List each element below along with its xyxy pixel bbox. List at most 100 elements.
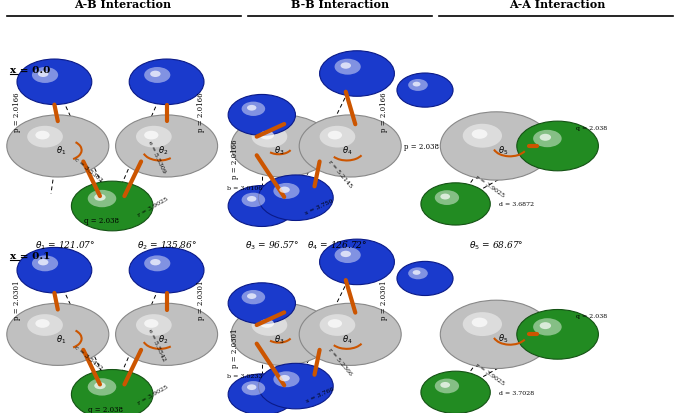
Text: q = 2.038: q = 2.038 — [84, 217, 120, 225]
Circle shape — [228, 283, 296, 324]
Circle shape — [136, 126, 171, 148]
Circle shape — [279, 187, 290, 193]
Text: e = 5.5542: e = 5.5542 — [147, 328, 166, 362]
Text: p = 2.0301: p = 2.0301 — [380, 280, 388, 319]
Circle shape — [260, 131, 274, 140]
Circle shape — [150, 259, 160, 266]
Circle shape — [247, 294, 256, 299]
Text: $\theta_3$: $\theta_3$ — [273, 145, 284, 157]
Text: p = 2.0301: p = 2.0301 — [13, 280, 21, 319]
Circle shape — [17, 60, 92, 105]
Circle shape — [320, 240, 394, 285]
Text: $\boldsymbol{\theta_2}$ = 135.86°: $\boldsymbol{\theta_2}$ = 135.86° — [137, 239, 197, 251]
Circle shape — [435, 379, 459, 394]
Circle shape — [328, 319, 342, 328]
Text: $\theta_4$: $\theta_4$ — [341, 145, 352, 157]
Text: r = 5.2145: r = 5.2145 — [327, 159, 353, 188]
Text: A-A Interaction: A-A Interaction — [509, 0, 606, 10]
Text: c = 3.5303: c = 3.5303 — [73, 156, 103, 183]
Circle shape — [413, 83, 420, 87]
Circle shape — [27, 314, 63, 336]
Circle shape — [341, 63, 351, 69]
Circle shape — [408, 268, 428, 280]
Circle shape — [279, 375, 290, 381]
Circle shape — [299, 116, 401, 178]
Text: b = 3.0233: b = 3.0233 — [227, 373, 262, 378]
Circle shape — [27, 126, 63, 148]
Circle shape — [247, 385, 256, 390]
Circle shape — [462, 124, 502, 148]
Circle shape — [129, 60, 204, 105]
Text: p = 2.0166: p = 2.0166 — [231, 139, 239, 179]
Circle shape — [441, 382, 450, 388]
Text: x = 0.1: x = 0.1 — [10, 252, 50, 261]
Circle shape — [7, 304, 109, 366]
Circle shape — [150, 71, 160, 78]
Text: $\theta_2$: $\theta_2$ — [158, 332, 169, 345]
Circle shape — [273, 371, 299, 387]
Text: p = 2.0166: p = 2.0166 — [13, 92, 21, 131]
Text: r = 3.9025: r = 3.9025 — [137, 196, 169, 217]
Circle shape — [441, 113, 552, 181]
Text: $\theta_5$: $\theta_5$ — [498, 332, 509, 344]
Circle shape — [320, 52, 394, 97]
Text: x = 0.0: x = 0.0 — [10, 66, 50, 75]
Circle shape — [540, 323, 551, 329]
Text: B-B Interaction: B-B Interaction — [291, 0, 389, 10]
Circle shape — [88, 378, 116, 396]
Circle shape — [397, 262, 453, 296]
Text: p = 2.0301: p = 2.0301 — [197, 280, 205, 319]
Text: q = 2.038: q = 2.038 — [576, 313, 607, 318]
Circle shape — [397, 74, 453, 108]
Circle shape — [228, 374, 296, 413]
Circle shape — [252, 314, 287, 336]
Circle shape — [241, 193, 265, 207]
Text: r = 3.9025: r = 3.9025 — [474, 174, 505, 198]
Circle shape — [241, 102, 265, 116]
Circle shape — [35, 319, 50, 328]
Text: d = 3.6872: d = 3.6872 — [499, 202, 534, 207]
Circle shape — [95, 195, 105, 201]
Circle shape — [517, 310, 598, 359]
Circle shape — [328, 131, 342, 140]
Circle shape — [533, 131, 562, 148]
Circle shape — [71, 370, 153, 413]
Circle shape — [144, 131, 158, 140]
Circle shape — [441, 194, 450, 200]
Circle shape — [335, 247, 360, 263]
Circle shape — [35, 131, 50, 140]
Circle shape — [335, 59, 360, 76]
Text: p = 2.038: p = 2.038 — [404, 142, 439, 151]
Circle shape — [247, 197, 256, 202]
Circle shape — [258, 176, 333, 221]
Circle shape — [144, 319, 158, 328]
Text: $\theta_4$: $\theta_4$ — [341, 332, 352, 345]
Text: e = 5.5309: e = 5.5309 — [147, 140, 166, 174]
Text: c = 3.5452: c = 3.5452 — [73, 344, 103, 370]
Circle shape — [247, 106, 256, 112]
Circle shape — [533, 318, 562, 336]
Text: p = 2.0301: p = 2.0301 — [231, 327, 239, 367]
Circle shape — [435, 191, 459, 206]
Circle shape — [7, 116, 109, 178]
Circle shape — [231, 116, 333, 178]
Circle shape — [408, 80, 428, 92]
Circle shape — [38, 71, 48, 78]
Circle shape — [258, 363, 333, 409]
Circle shape — [299, 304, 401, 366]
Text: p = 2.0166: p = 2.0166 — [197, 92, 205, 131]
Text: $\theta_5$: $\theta_5$ — [498, 144, 509, 156]
Circle shape — [88, 190, 116, 208]
Circle shape — [413, 271, 420, 275]
Text: b = 3.0106: b = 3.0106 — [227, 185, 262, 190]
Circle shape — [17, 248, 92, 293]
Circle shape — [540, 135, 551, 141]
Text: $\boldsymbol{\theta_1}$ = 121.07°: $\boldsymbol{\theta_1}$ = 121.07° — [35, 239, 95, 251]
Text: $\theta_3$: $\theta_3$ — [273, 332, 284, 345]
Text: $\boldsymbol{\theta_3}$ = 96.57°: $\boldsymbol{\theta_3}$ = 96.57° — [245, 239, 299, 251]
Circle shape — [129, 248, 204, 293]
Text: $\theta_1$: $\theta_1$ — [56, 145, 67, 157]
Text: p = 2.0166: p = 2.0166 — [380, 92, 388, 131]
Text: r = 3.9025: r = 3.9025 — [137, 384, 169, 405]
Text: d = 3.7028: d = 3.7028 — [499, 390, 534, 395]
